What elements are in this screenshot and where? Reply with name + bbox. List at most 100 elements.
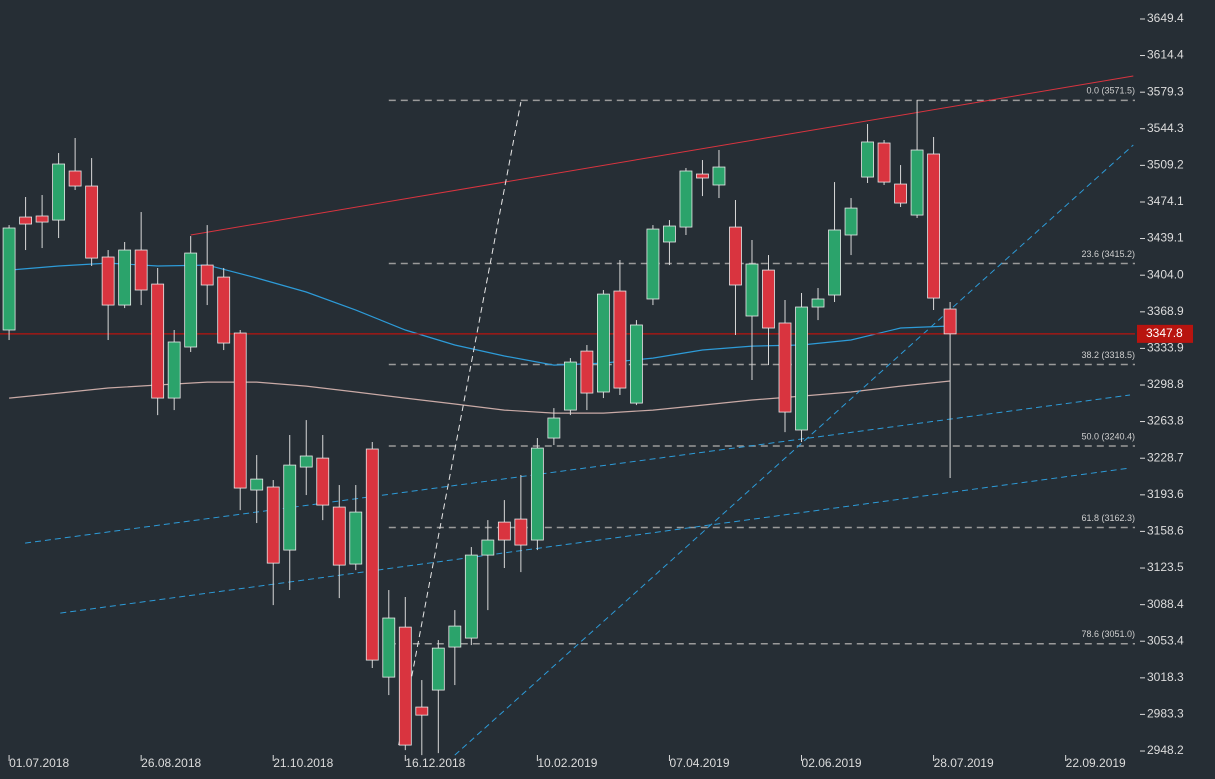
candle-body bbox=[233, 332, 247, 489]
candle-body bbox=[894, 183, 907, 204]
last-price-box bbox=[1137, 324, 1193, 343]
candle-body bbox=[167, 341, 181, 399]
candle-body bbox=[580, 350, 594, 394]
fib-label: 0.0 (3571.5) bbox=[1086, 86, 1135, 96]
candle-body bbox=[712, 166, 726, 186]
candle-body bbox=[316, 457, 330, 506]
y-tick-label: 3053.4 bbox=[1147, 633, 1184, 647]
candle-body bbox=[795, 306, 808, 431]
candle-body bbox=[332, 506, 346, 566]
candle-body bbox=[415, 706, 429, 716]
candle-body bbox=[877, 142, 891, 183]
x-tick-label: 16.12.2018 bbox=[405, 756, 465, 770]
trend-line bbox=[25, 394, 1131, 544]
moving-average bbox=[9, 380, 951, 414]
y-tick-label: 3263.8 bbox=[1147, 414, 1184, 428]
candle-body bbox=[464, 554, 478, 639]
candle-body bbox=[2, 227, 16, 331]
candle-body bbox=[646, 228, 660, 300]
candle-body bbox=[514, 518, 528, 546]
fib-label: 61.8 (3162.3) bbox=[1081, 513, 1135, 523]
y-tick-label: 3509.2 bbox=[1147, 158, 1184, 172]
y-tick-label: 3333.9 bbox=[1147, 341, 1184, 355]
x-tick-label: 26.08.2018 bbox=[141, 756, 201, 770]
candle-body bbox=[530, 447, 544, 541]
candle-body bbox=[19, 216, 32, 225]
candle-body bbox=[52, 163, 66, 221]
candle-body bbox=[630, 324, 643, 404]
x-tick-label: 10.02.2019 bbox=[537, 756, 597, 770]
candle-body bbox=[745, 263, 759, 317]
y-tick-label: 3193.6 bbox=[1147, 487, 1184, 501]
candle-body bbox=[217, 276, 231, 344]
y-tick-label: 3368.9 bbox=[1147, 304, 1184, 318]
candle-body bbox=[68, 170, 82, 187]
candle-body bbox=[663, 225, 676, 243]
y-tick-label: 2983.3 bbox=[1147, 707, 1184, 721]
candle-body bbox=[729, 226, 742, 286]
y-tick-label: 3649.4 bbox=[1147, 11, 1184, 25]
candle-body bbox=[481, 539, 495, 556]
candle-body bbox=[679, 170, 693, 228]
last-price-label: 3347.8 bbox=[1146, 326, 1183, 340]
x-tick-label: 28.07.2019 bbox=[934, 756, 994, 770]
trend-line bbox=[190, 75, 1134, 236]
y-tick-label: 3088.4 bbox=[1147, 597, 1184, 611]
candle-body bbox=[943, 308, 957, 335]
y-tick-label: 3474.1 bbox=[1147, 194, 1184, 208]
trend-line bbox=[398, 101, 522, 746]
candle-body bbox=[861, 141, 874, 178]
y-tick-label: 3018.3 bbox=[1147, 670, 1184, 684]
candle-body bbox=[101, 256, 115, 306]
fib-label: 50.0 (3240.4) bbox=[1081, 431, 1135, 441]
candle-body bbox=[927, 153, 940, 299]
candle-body bbox=[85, 185, 99, 259]
x-tick-label: 22.09.2019 bbox=[1066, 756, 1126, 770]
candle-body bbox=[398, 626, 412, 746]
x-tick-label: 21.10.2018 bbox=[273, 756, 333, 770]
candle-body bbox=[250, 478, 264, 491]
candle-body bbox=[151, 283, 165, 399]
y-tick-label: 3123.5 bbox=[1147, 560, 1184, 574]
candle-body bbox=[778, 322, 792, 413]
candle-body bbox=[35, 215, 49, 223]
candle-body bbox=[365, 448, 379, 661]
candle-body bbox=[563, 361, 577, 411]
candle-body bbox=[299, 455, 313, 468]
candle-body bbox=[844, 207, 858, 236]
candle-body bbox=[811, 298, 825, 308]
trend-line bbox=[454, 144, 1134, 756]
candle-body bbox=[910, 149, 924, 216]
y-tick-label: 3298.8 bbox=[1147, 377, 1184, 391]
y-tick-label: 3228.7 bbox=[1147, 450, 1184, 464]
candle-body bbox=[613, 290, 627, 389]
candle-body bbox=[497, 521, 511, 541]
candle-body bbox=[382, 617, 396, 678]
candle-body bbox=[828, 229, 841, 296]
fib-label: 78.6 (3051.0) bbox=[1081, 629, 1135, 639]
candle-body bbox=[266, 486, 280, 564]
y-tick-label: 3614.4 bbox=[1147, 48, 1184, 62]
candle-body bbox=[448, 625, 462, 648]
candle-body bbox=[349, 511, 363, 565]
y-tick-label: 3404.0 bbox=[1147, 267, 1184, 281]
candle-body bbox=[597, 293, 610, 393]
candle-body bbox=[431, 647, 445, 691]
x-tick-label: 02.06.2019 bbox=[802, 756, 862, 770]
candle-body bbox=[134, 249, 148, 291]
fib-label: 38.2 (3318.5) bbox=[1081, 350, 1135, 360]
candle-body bbox=[184, 252, 198, 348]
candle-body bbox=[118, 249, 132, 306]
y-tick-label: 3544.3 bbox=[1147, 121, 1184, 135]
y-tick-label: 3579.3 bbox=[1147, 84, 1184, 98]
y-tick-label: 3439.1 bbox=[1147, 231, 1184, 245]
y-tick-label: 3158.6 bbox=[1147, 524, 1184, 538]
y-tick-label: 2948.2 bbox=[1147, 743, 1184, 757]
candle-body bbox=[283, 464, 297, 551]
candle-body bbox=[696, 173, 709, 179]
candle-body bbox=[200, 264, 214, 286]
candle-body bbox=[762, 269, 775, 329]
x-tick-label: 01.07.2018 bbox=[9, 756, 69, 770]
moving-average bbox=[9, 262, 951, 366]
